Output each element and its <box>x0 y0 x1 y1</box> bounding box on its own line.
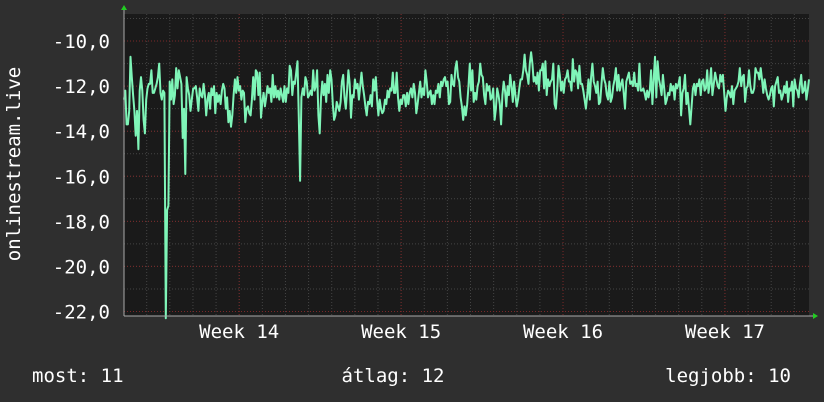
y-tick-label: -14,0 <box>53 121 110 143</box>
y-tick-labels: -10,0 -12,0 -14,0 -16,0 -18,0 -20,0 -22,0 <box>53 31 110 323</box>
x-tick-labels: Week 14 Week 15 Week 16 Week 17 <box>199 321 765 343</box>
y-axis-label: onlinestream.live <box>3 67 25 261</box>
y-tick-label: -22,0 <box>53 301 110 323</box>
x-tick-label: Week 15 <box>361 321 441 343</box>
x-tick-label: Week 16 <box>523 321 603 343</box>
y-tick-label: -12,0 <box>53 76 110 98</box>
legend-average: átlag: 12 <box>342 365 445 387</box>
y-axis-arrow <box>121 5 127 10</box>
x-tick-label: Week 14 <box>199 321 279 343</box>
y-tick-label: -18,0 <box>53 211 110 233</box>
series-line <box>123 51 810 320</box>
y-tick-label: -10,0 <box>53 31 110 53</box>
series-layer <box>123 51 810 320</box>
legend-now: most: 11 <box>32 365 124 387</box>
x-axis-arrow <box>813 313 818 319</box>
y-tick-label: -16,0 <box>53 166 110 188</box>
y-tick-label: -20,0 <box>53 256 110 278</box>
axes <box>121 5 818 319</box>
plot-background <box>124 14 809 316</box>
x-tick-label: Week 17 <box>685 321 765 343</box>
legend-best: legjobb: 10 <box>665 365 791 387</box>
